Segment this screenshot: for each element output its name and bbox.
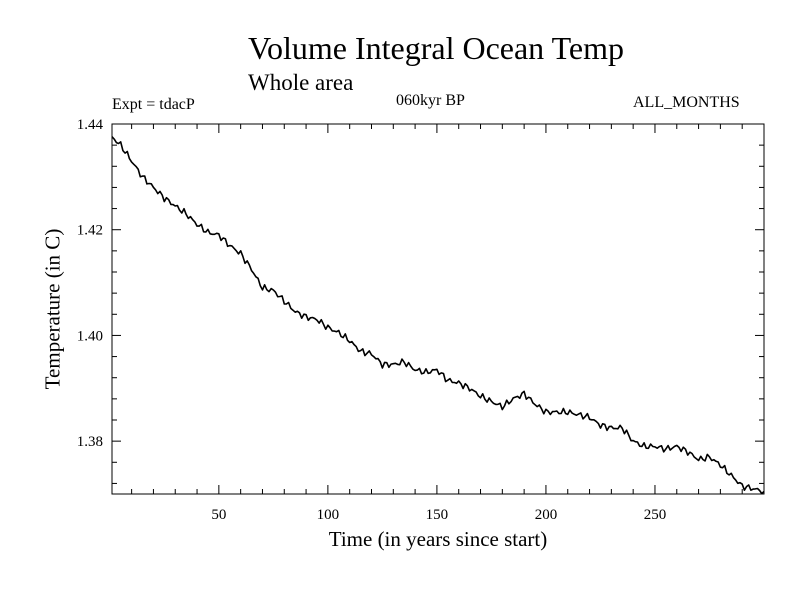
chart-subtitle: Whole area: [248, 70, 354, 95]
x-tick-label: 50: [211, 507, 226, 523]
experiment-label: Expt = tdacP: [112, 96, 195, 113]
period-label: 060kyr BP: [396, 92, 465, 109]
tick-labels: 50 100 150 200 250 1.38 1.40 1.42 1.44: [77, 117, 666, 523]
y-tick-label: 1.38: [77, 434, 103, 450]
axis-ticks: [112, 123, 765, 494]
y-tick-label: 1.40: [77, 328, 103, 344]
y-tick-label: 1.44: [77, 117, 104, 133]
plot-frame: [111, 123, 765, 495]
x-tick-label: 250: [644, 507, 667, 523]
chart-title: Volume Integral Ocean Temp: [247, 30, 624, 66]
y-tick-label: 1.42: [77, 223, 103, 239]
temperature-series-line: [111, 136, 765, 495]
x-tick-label: 150: [426, 507, 449, 523]
x-tick-label: 100: [317, 507, 340, 523]
months-label: ALL_MONTHS: [633, 94, 740, 111]
y-axis-label: Temperature (in C): [40, 228, 65, 390]
x-tick-label: 200: [535, 507, 558, 523]
x-axis-label: Time (in years since start): [328, 527, 548, 551]
